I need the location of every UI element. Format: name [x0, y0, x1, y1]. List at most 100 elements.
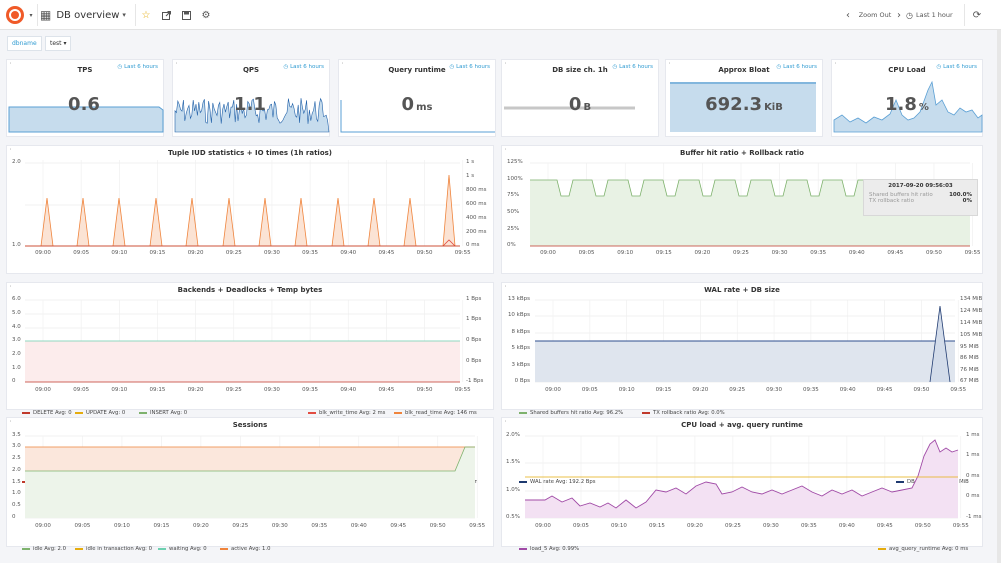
chevron-down-icon[interactable]: ▾	[29, 11, 33, 19]
legend-label: avg_query_runtime Avg: 0 ms	[889, 546, 969, 552]
time-axis-tick: 09:15	[153, 523, 170, 529]
refresh-icon[interactable]: ⟳	[972, 9, 982, 21]
time-range-picker[interactable]: ◷ Last 1 hour	[906, 0, 966, 30]
legend-item[interactable]: INSERT Avg: 0	[139, 266, 187, 560]
axis-tick-label: 5.0	[12, 310, 21, 316]
legend-item[interactable]: blk_write_time Avg: 2 ms	[308, 266, 385, 560]
time-axis-tick: 09:20	[694, 250, 711, 256]
panel-menu-icon[interactable]: ⁱ	[505, 148, 506, 154]
gear-icon[interactable]: ⚙	[201, 9, 211, 21]
axis-tick-label: 5 kBps	[511, 345, 530, 351]
legend-swatch	[308, 412, 316, 414]
legend-swatch	[220, 548, 228, 550]
dashboard-grid-icon: ▦	[40, 8, 52, 22]
time-axis-tick: 09:20	[187, 250, 204, 256]
dashboard-title: DB overview	[56, 9, 120, 21]
axis-tick-label: 95 MiB	[960, 344, 979, 350]
chevron-right-icon[interactable]: ›	[897, 9, 901, 21]
time-axis-tick: 09:45	[378, 250, 395, 256]
axis-tick-label: 8 kBps	[511, 329, 530, 335]
tooltip-series-value: 0%	[962, 198, 972, 204]
legend-item[interactable]: Shared buffers hit ratio Avg: 96.2%	[519, 266, 623, 560]
time-axis-tick: 09:30	[762, 523, 779, 529]
time-axis-tick: 09:25	[225, 250, 242, 256]
legend-item[interactable]: idle in transaction Avg: 0	[75, 538, 152, 560]
axis-tick-label: 134 MiB	[960, 296, 983, 302]
panel-menu-icon[interactable]: ⁱ	[505, 420, 506, 426]
legend-item[interactable]: idle Avg: 2.0	[22, 538, 66, 560]
stat-panel-query-runtime: ⁱ Query runtime ◷ Last 6 hours 0 ms	[338, 59, 496, 137]
panel-menu-icon[interactable]: ⁱ	[835, 62, 836, 68]
scrollbar[interactable]	[997, 30, 1001, 563]
time-axis-tick: 09:30	[271, 523, 288, 529]
variable-select[interactable]: test ▾	[45, 36, 71, 51]
panel-title: CPU load + avg. query runtime	[681, 421, 803, 429]
panel-menu-icon[interactable]: ⁱ	[10, 148, 11, 154]
time-axis-tick: 09:10	[611, 523, 627, 529]
time-axis-tick: 09:25	[232, 523, 249, 529]
time-range-badge: ◷ Last 6 hours	[936, 64, 977, 70]
legend-swatch	[158, 548, 166, 550]
time-axis-tick: 09:45	[876, 523, 893, 529]
legend-item[interactable]: TX rollback ratio Avg: 0.0%	[642, 266, 725, 560]
stat-title: DB size ch. 1h	[552, 66, 608, 74]
stat-panel-cpu-load: ⁱ CPU Load ◷ Last 6 hours 1.8%	[831, 59, 983, 137]
time-axis-tick: 09:15	[649, 523, 665, 529]
time-axis-tick: 09:30	[771, 250, 788, 256]
legend-item[interactable]: UPDATE Avg: 0	[75, 266, 125, 560]
time-axis-tick: 09:10	[618, 387, 635, 393]
star-icon[interactable]: ☆	[141, 9, 151, 21]
share-icon[interactable]	[157, 0, 175, 30]
panel-menu-icon[interactable]: ⁱ	[10, 420, 11, 426]
time-axis-tick: 09:35	[810, 250, 827, 256]
axis-tick-label: 3.0	[12, 443, 21, 449]
time-axis-tick: 09:40	[838, 523, 855, 529]
time-range-text: Last 6 hours	[456, 64, 490, 70]
dashboard-picker[interactable]: ▦ DB overview ▾	[40, 0, 130, 30]
grafana-logo-icon[interactable]	[6, 6, 24, 24]
panel-menu-icon[interactable]: ⁱ	[342, 62, 343, 68]
time-axis-tick: 09:50	[416, 387, 433, 393]
axis-tick-label: 4.0	[12, 324, 21, 330]
stat-panel-tps: ⁱ TPS ◷ Last 6 hours 0.6	[6, 59, 164, 137]
legend-item[interactable]: avg_query_runtime Avg: 0 ms	[878, 538, 968, 560]
time-axis-tick: 09:40	[848, 250, 865, 256]
panel-menu-icon[interactable]: ⁱ	[505, 62, 506, 68]
legend-item[interactable]: load_5 Avg: 0.99%	[519, 538, 579, 560]
panel-menu-icon[interactable]: ⁱ	[10, 285, 11, 291]
legend-swatch	[139, 412, 147, 414]
panel-menu-icon[interactable]: ⁱ	[669, 62, 670, 68]
stat-unit: ms	[416, 102, 433, 113]
time-axis-tick: 09:45	[887, 250, 904, 256]
legend-item[interactable]: active Avg: 1.0	[220, 538, 271, 560]
time-axis-tick: 09:15	[149, 250, 166, 256]
legend-item[interactable]: DELETE Avg: 0	[22, 266, 72, 560]
legend-swatch	[878, 548, 886, 550]
save-icon[interactable]	[177, 0, 195, 30]
zoom-out-button[interactable]: Zoom Out	[858, 11, 892, 19]
chevron-left-icon[interactable]: ‹	[846, 9, 850, 21]
legend-item[interactable]: blk_read_time Avg: 146 ms	[394, 266, 477, 560]
axis-tick-label: 0 ms	[966, 473, 980, 479]
time-axis-tick: 09:50	[913, 387, 930, 393]
axis-tick-label: 1 Bps	[466, 316, 482, 322]
time-axis-tick: 09:20	[192, 523, 209, 529]
time-axis-tick: 09:05	[73, 250, 90, 256]
legend-item[interactable]: waiting Avg: 0	[158, 538, 207, 560]
legend-swatch	[75, 412, 83, 414]
time-axis-tick: 09:15	[655, 250, 672, 256]
panel-title: Tuple IUD statistics + IO times (1h rati…	[167, 149, 333, 157]
axis-tick-label: 114 MiB	[960, 320, 983, 326]
time-range-text: Last 6 hours	[619, 64, 653, 70]
axis-tick-label: 25%	[507, 226, 520, 232]
panel-menu-icon[interactable]: ⁱ	[505, 285, 506, 291]
tooltip-series-label: Shared buffers hit ratio	[869, 192, 933, 198]
time-axis-tick: 09:50	[429, 523, 446, 529]
panel-menu-icon[interactable]: ⁱ	[10, 62, 11, 68]
axis-tick-label: 200 ms	[466, 229, 487, 235]
legend-item[interactable]: WAL rate Avg: 192.2 Bps	[519, 403, 596, 560]
axis-tick-label: 67 MiB	[960, 378, 979, 384]
panel-menu-icon[interactable]: ⁱ	[176, 62, 177, 68]
